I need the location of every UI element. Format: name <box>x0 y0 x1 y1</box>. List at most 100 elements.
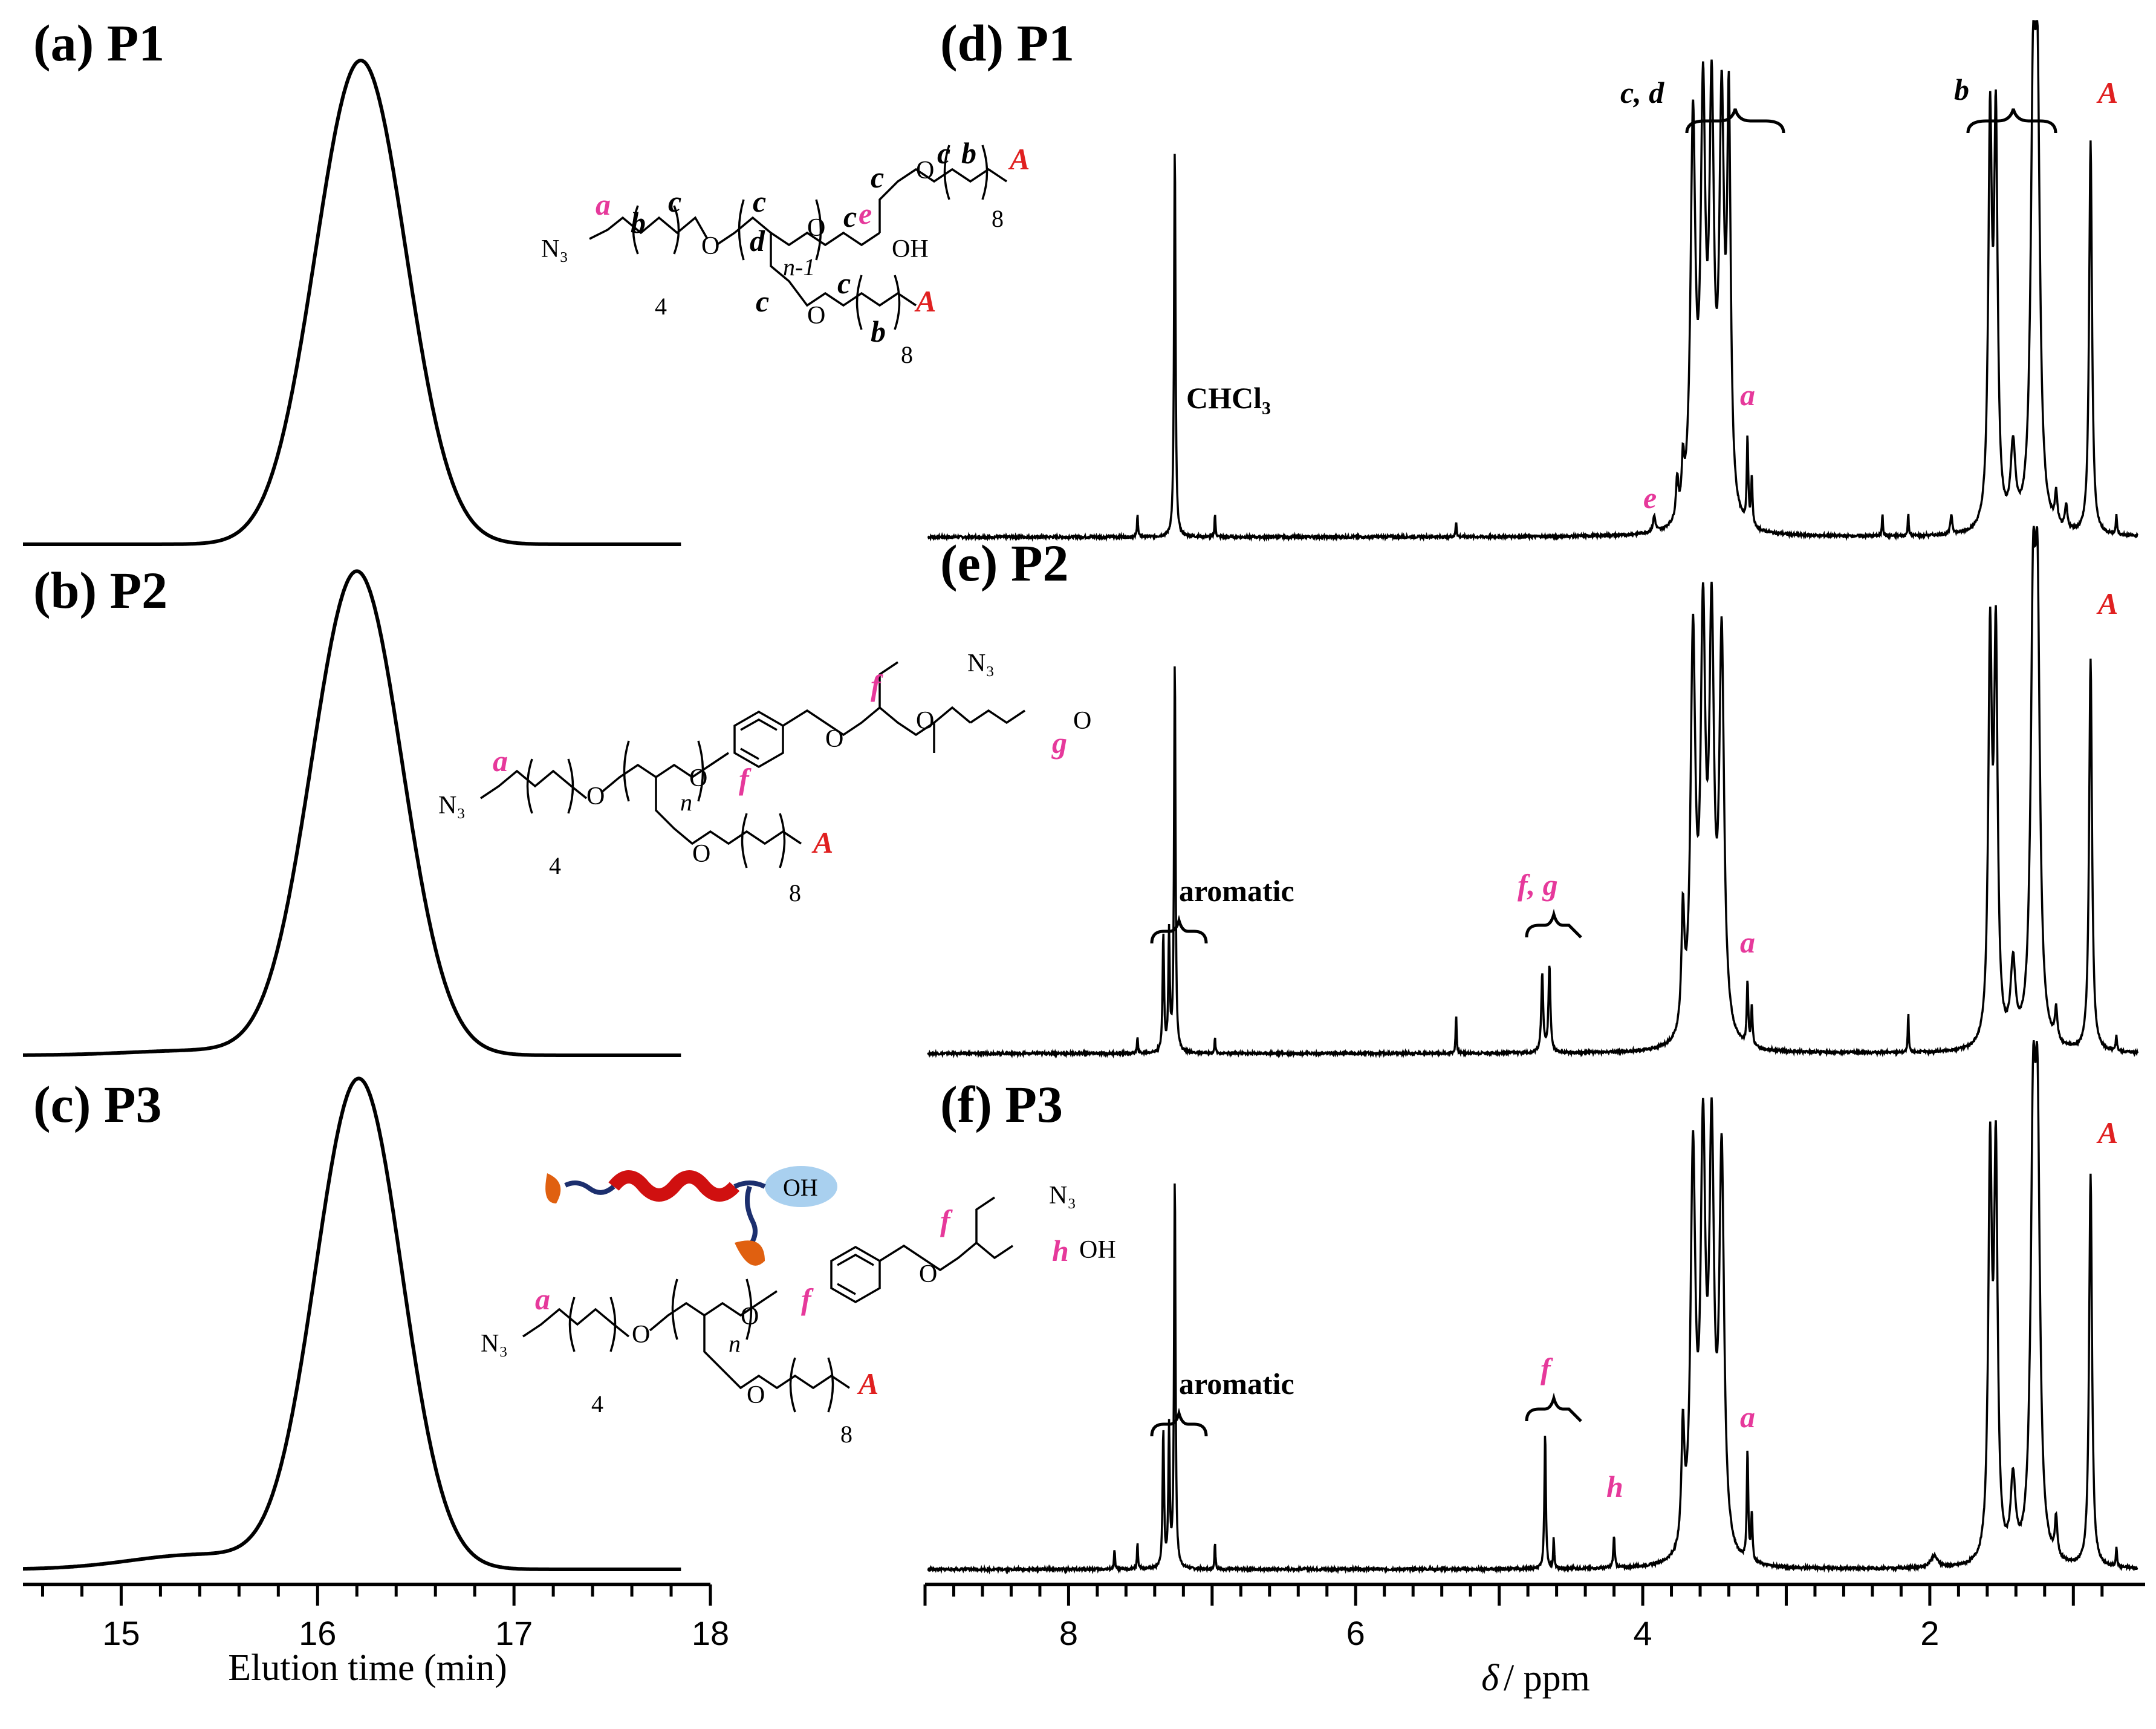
p2-bracket-n <box>623 740 704 802</box>
p2-label-g: g <box>1051 726 1067 760</box>
p1-n3: N₃ <box>541 235 568 263</box>
p2-sidechain <box>655 777 802 845</box>
nmr-tick-label: 6 <box>1346 1614 1365 1652</box>
p2-benzene-inner <box>740 718 778 731</box>
brace-fg <box>1525 908 1582 939</box>
annot-A-2: A <box>2096 587 2118 620</box>
p3-oh: OH <box>1079 1236 1116 1264</box>
p1-chain-main <box>716 216 880 247</box>
gpc-x-ticks: 15 16 17 18 <box>41 1584 729 1652</box>
brace-aromatic-2 <box>1150 1407 1208 1437</box>
gpc-trace-p1 <box>23 58 681 546</box>
p3-bracket-4 <box>568 1297 617 1352</box>
p2-o1: O <box>586 783 605 810</box>
p1-backbone <box>589 216 709 240</box>
p3-sidechain <box>703 1315 850 1390</box>
p2-label-A: A <box>811 825 833 859</box>
p1-label-b1: b <box>631 206 646 239</box>
nmr-spectrum-p3 <box>927 1040 2138 1575</box>
p3-o4: O <box>919 1260 937 1288</box>
annot-a-2: a <box>1740 925 1755 959</box>
structure-p2-text: N₃ 4 O O O O O O N₃ n 8 a f f g A <box>438 650 1091 907</box>
gpc-tick-label: 16 <box>299 1614 336 1652</box>
p1-oh: OH <box>892 235 929 263</box>
p1-label-c5: c <box>937 136 950 170</box>
nmr-spectrum-p2 <box>927 526 2139 1059</box>
gpc-trace-p2 <box>23 569 681 1057</box>
p3-benzene-inner2 <box>837 1283 856 1295</box>
p2-n: n <box>680 789 692 816</box>
gpc-tick-label: 15 <box>102 1614 140 1652</box>
p1-bracket-4 <box>632 205 680 255</box>
p2-o2: O <box>689 764 707 792</box>
annot-f: f <box>1541 1352 1553 1385</box>
p1-label-b3: b <box>871 314 886 348</box>
p3-label-A: A <box>857 1367 878 1401</box>
p1-label-c3: c <box>843 200 857 233</box>
p1-o2: O <box>807 214 825 242</box>
p3-label-f1: f <box>801 1282 814 1316</box>
p1-label-d: d <box>750 224 765 258</box>
structure-p2 <box>480 661 1025 868</box>
gpc-tick-label: 18 <box>692 1614 729 1652</box>
p3-o1: O <box>632 1321 650 1349</box>
chain-down <box>745 1185 758 1248</box>
annot-a-1: a <box>1740 378 1755 412</box>
p2-label-f2: f <box>871 668 883 702</box>
annot-e: e <box>1643 481 1657 515</box>
p2-ethyl <box>970 709 1025 724</box>
p3-eight: 8 <box>840 1421 852 1448</box>
p2-o4: O <box>825 725 843 753</box>
p2-eight: 8 <box>789 879 801 907</box>
panel-label-f: (f) P3 <box>940 1075 1063 1133</box>
p2-four: 4 <box>549 852 561 879</box>
annot-A-3: A <box>2096 1116 2118 1150</box>
p1-eight-2: 8 <box>992 205 1004 232</box>
p1-label-c1: c <box>668 184 681 218</box>
flower-down <box>735 1240 765 1266</box>
nmr-x-axis-unit: / ppm <box>1504 1658 1590 1699</box>
oh-blob <box>765 1166 837 1207</box>
p1-label-c2: c <box>753 184 766 218</box>
p1-eight-1: 8 <box>901 341 913 368</box>
p1-sidechain <box>770 233 917 307</box>
p2-label-a: a <box>493 744 508 778</box>
p3-n: n <box>729 1330 741 1357</box>
p3-label-h: h <box>1052 1234 1069 1268</box>
brace-cd <box>1685 108 1785 134</box>
p2-benzene-inner2 <box>740 747 759 760</box>
annot-h: h <box>1606 1470 1623 1503</box>
p1-label-c4: c <box>871 160 884 194</box>
p2-o5: O <box>916 707 934 735</box>
panel-label-d: (d) P1 <box>940 14 1074 72</box>
p2-bracket-4 <box>526 758 574 814</box>
chain-right <box>733 1180 766 1189</box>
gpc-tick-label: 17 <box>495 1614 533 1652</box>
p3-o2: O <box>741 1303 759 1330</box>
p1-four: 4 <box>655 293 667 320</box>
annot-b: b <box>1954 73 1969 106</box>
p1-bracket-n <box>738 199 822 261</box>
structure-p3-text: N₃ 4 O O O O OH N₃ n 8 a f f h A <box>481 1182 1116 1448</box>
nmr-spectrum-p1 <box>927 20 2138 542</box>
structure-p1 <box>589 145 1007 330</box>
nmr-x-axis-title: δ / ppm <box>1481 1658 1590 1699</box>
p3-bracket-n <box>671 1278 753 1340</box>
brace-b <box>1966 108 2057 134</box>
nmr-tick-label: 2 <box>1920 1614 1939 1652</box>
annot-fg: f, g <box>1518 868 1558 902</box>
brace-aromatic-1 <box>1150 914 1208 944</box>
p3-backbone <box>522 1307 630 1338</box>
panel-label-b: (b) P2 <box>33 561 167 619</box>
p3-n3-right: N₃ <box>1049 1182 1076 1210</box>
structure-p1-text: N₃ 4 O O O O OH n-1 8 8 a b c c d c e c … <box>541 136 1030 368</box>
p1-bracket-8b <box>943 145 989 200</box>
p2-azide-arm <box>878 661 898 708</box>
p2-bracket-8 <box>741 813 786 868</box>
chain-left <box>564 1180 615 1195</box>
p3-n3-left: N₃ <box>481 1330 508 1358</box>
p1-o3: O <box>807 302 825 330</box>
p2-n3-left: N₃ <box>438 792 466 819</box>
nmr-x-axis-symbol: δ <box>1481 1658 1499 1699</box>
p2-backbone <box>480 769 588 799</box>
